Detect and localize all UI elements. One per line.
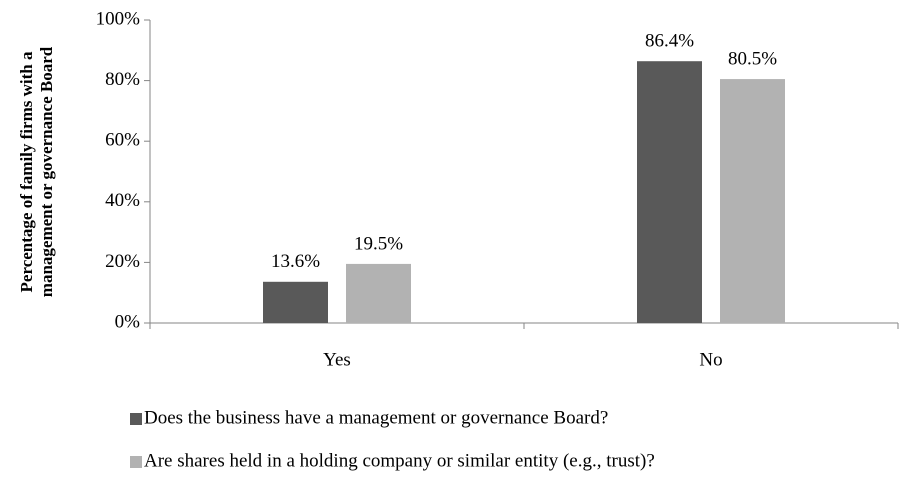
legend-swatch: [130, 413, 142, 425]
legend-label: Does the business have a management or g…: [144, 407, 608, 428]
x-tick-label: No: [699, 349, 722, 370]
bar: [263, 281, 328, 323]
value-label: 80.5%: [728, 48, 777, 69]
y-tick-label: 40%: [105, 190, 140, 211]
y-axis-title-line: Percentage of family firms with a: [17, 51, 36, 292]
bar: [346, 263, 411, 323]
y-tick-label: 100%: [96, 8, 141, 29]
value-label: 13.6%: [271, 251, 320, 272]
bar: [637, 61, 702, 323]
y-tick-label: 80%: [105, 69, 140, 90]
y-axis-title: Percentage of family firms with a manage…: [17, 46, 56, 297]
y-tick-label: 20%: [105, 251, 140, 272]
y-axis-title-line: management or governance Board: [37, 46, 56, 297]
y-tick-label: 0%: [115, 311, 141, 332]
legend-label: Are shares held in a holding company or …: [144, 450, 655, 471]
x-tick-label: Yes: [323, 349, 351, 370]
value-label: 86.4%: [645, 31, 694, 52]
legend-swatch: [130, 456, 142, 468]
value-label: 19.5%: [354, 233, 403, 254]
y-tick-label: 60%: [105, 130, 140, 151]
bar: [720, 79, 785, 324]
